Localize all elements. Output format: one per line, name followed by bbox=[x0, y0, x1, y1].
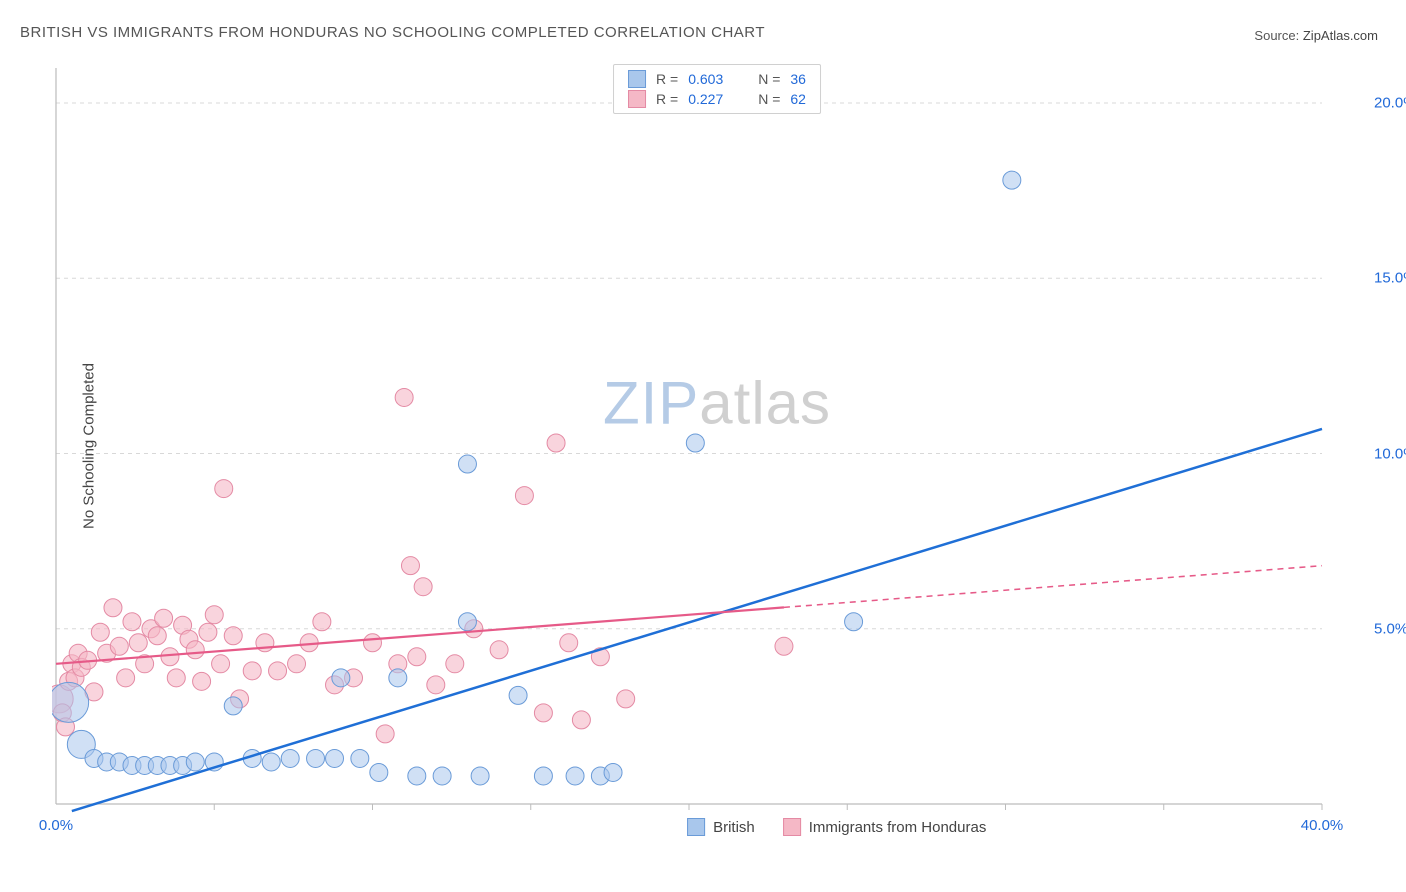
data-point bbox=[243, 662, 261, 680]
stats-row-honduras: R = 0.227 N = 62 bbox=[628, 89, 806, 109]
data-point bbox=[370, 763, 388, 781]
data-point bbox=[414, 578, 432, 596]
legend-label-honduras: Immigrants from Honduras bbox=[809, 819, 987, 836]
data-point bbox=[212, 655, 230, 673]
data-point bbox=[155, 609, 173, 627]
trend-line-ext bbox=[784, 566, 1322, 608]
data-point bbox=[123, 613, 141, 631]
y-tick-label: 20.0% bbox=[1374, 95, 1406, 112]
data-point bbox=[686, 434, 704, 452]
data-point bbox=[186, 641, 204, 659]
data-point bbox=[104, 599, 122, 617]
data-point bbox=[509, 686, 527, 704]
data-point bbox=[427, 676, 445, 694]
data-point bbox=[408, 648, 426, 666]
data-point bbox=[471, 767, 489, 785]
n-label: N = bbox=[758, 71, 780, 87]
data-point bbox=[167, 669, 185, 687]
data-point bbox=[332, 669, 350, 687]
data-point bbox=[269, 662, 287, 680]
data-point bbox=[91, 623, 109, 641]
data-point bbox=[617, 690, 635, 708]
source-value: ZipAtlas.com bbox=[1303, 28, 1378, 43]
data-point bbox=[215, 480, 233, 498]
data-point bbox=[534, 767, 552, 785]
y-tick-label: 10.0% bbox=[1374, 445, 1406, 462]
y-tick-label: 15.0% bbox=[1374, 270, 1406, 287]
data-point bbox=[205, 606, 223, 624]
data-point bbox=[193, 672, 211, 690]
x-tick-label: 0.0% bbox=[39, 817, 73, 834]
data-point bbox=[110, 637, 128, 655]
r-value-british: 0.603 bbox=[688, 71, 736, 87]
data-point bbox=[408, 767, 426, 785]
swatch-honduras bbox=[628, 90, 646, 108]
data-point bbox=[845, 613, 863, 631]
source-label: Source: bbox=[1254, 28, 1299, 43]
swatch-british bbox=[687, 818, 705, 836]
data-point bbox=[52, 682, 89, 722]
data-point bbox=[1003, 171, 1021, 189]
legend-label-british: British bbox=[713, 819, 755, 836]
legend-item-british: British bbox=[687, 818, 755, 836]
r-label: R = bbox=[656, 71, 678, 87]
stats-row-british: R = 0.603 N = 36 bbox=[628, 69, 806, 89]
data-point bbox=[389, 669, 407, 687]
data-point bbox=[376, 725, 394, 743]
swatch-honduras bbox=[783, 818, 801, 836]
n-value-british: 36 bbox=[790, 71, 806, 87]
data-point bbox=[281, 749, 299, 767]
data-point bbox=[364, 634, 382, 652]
data-point bbox=[515, 487, 533, 505]
stats-legend: R = 0.603 N = 36 R = 0.227 N = 62 bbox=[613, 64, 821, 114]
y-tick-label: 5.0% bbox=[1374, 620, 1406, 637]
data-point bbox=[572, 711, 590, 729]
data-point bbox=[775, 637, 793, 655]
plot-area: ZIPatlas R = 0.603 N = 36 R = 0.227 N = … bbox=[52, 60, 1382, 840]
data-point bbox=[351, 749, 369, 767]
data-point bbox=[262, 753, 280, 771]
data-point bbox=[161, 648, 179, 666]
legend-item-honduras: Immigrants from Honduras bbox=[783, 818, 987, 836]
data-point bbox=[288, 655, 306, 673]
data-point bbox=[490, 641, 508, 659]
source-credit: Source: ZipAtlas.com bbox=[1254, 28, 1378, 43]
chart-svg bbox=[52, 60, 1382, 840]
series-legend: British Immigrants from Honduras bbox=[687, 818, 986, 836]
chart-title: BRITISH VS IMMIGRANTS FROM HONDURAS NO S… bbox=[20, 24, 765, 41]
data-point bbox=[560, 634, 578, 652]
data-point bbox=[458, 613, 476, 631]
trend-line bbox=[72, 429, 1322, 811]
r-label: R = bbox=[656, 91, 678, 107]
swatch-british bbox=[628, 70, 646, 88]
data-point bbox=[446, 655, 464, 673]
r-value-honduras: 0.227 bbox=[688, 91, 736, 107]
data-point bbox=[433, 767, 451, 785]
data-point bbox=[458, 455, 476, 473]
data-point bbox=[326, 749, 344, 767]
data-point bbox=[566, 767, 584, 785]
data-point bbox=[307, 749, 325, 767]
data-point bbox=[129, 634, 147, 652]
data-point bbox=[224, 697, 242, 715]
n-value-honduras: 62 bbox=[790, 91, 806, 107]
data-point bbox=[186, 753, 204, 771]
data-point bbox=[199, 623, 217, 641]
data-point bbox=[224, 627, 242, 645]
data-point bbox=[313, 613, 331, 631]
data-point bbox=[604, 763, 622, 781]
data-point bbox=[547, 434, 565, 452]
data-point bbox=[117, 669, 135, 687]
data-point bbox=[534, 704, 552, 722]
n-label: N = bbox=[758, 91, 780, 107]
x-tick-label: 40.0% bbox=[1301, 817, 1344, 834]
data-point bbox=[401, 557, 419, 575]
data-point bbox=[395, 388, 413, 406]
data-point bbox=[148, 627, 166, 645]
